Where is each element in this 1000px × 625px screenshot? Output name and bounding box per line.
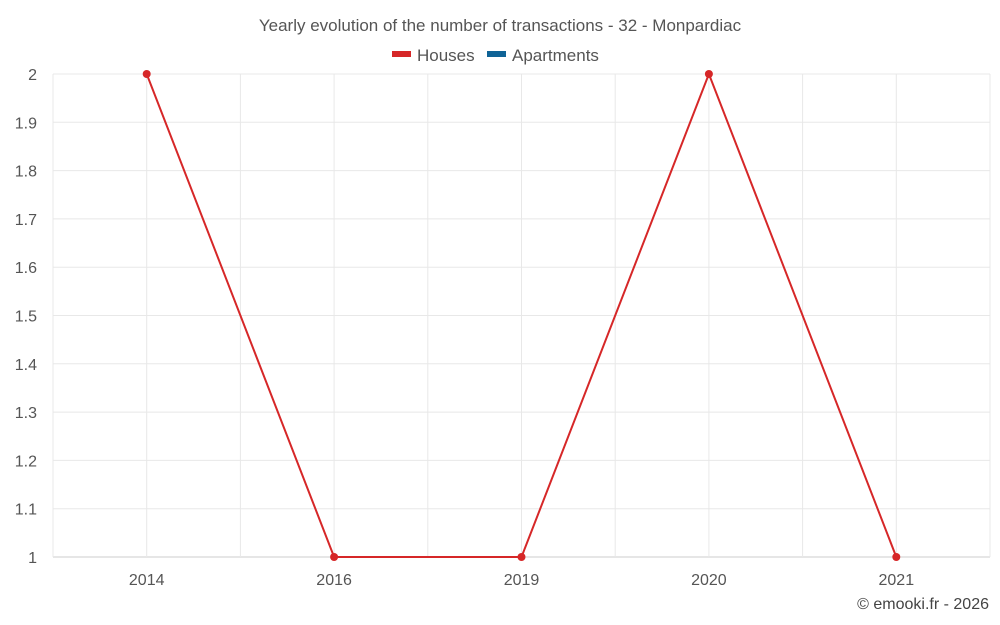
x-tick-label: 2014 xyxy=(129,572,165,589)
y-tick-label: 1.2 xyxy=(15,453,37,470)
y-axis-labels: 2 1.9 1.8 1.7 1.6 1.5 1.4 1.3 1.2 1.1 1 xyxy=(15,67,37,567)
y-tick-label: 1.1 xyxy=(15,502,37,519)
x-tick-label: 2016 xyxy=(316,572,352,589)
chart-title: Yearly evolution of the number of transa… xyxy=(259,16,742,35)
y-tick-label: 1.3 xyxy=(15,405,37,422)
legend-swatch-houses xyxy=(392,51,411,57)
data-point-houses-2016[interactable] xyxy=(330,553,339,561)
y-tick-label: 1.4 xyxy=(15,357,37,374)
y-tick-label: 1.7 xyxy=(15,212,37,229)
y-tick-label: 1 xyxy=(28,550,37,567)
x-axis-labels: 2014 2016 2019 2020 2021 xyxy=(129,572,914,589)
x-tick-label: 2019 xyxy=(504,572,540,589)
data-point-houses-2021[interactable] xyxy=(892,553,901,561)
y-tick-label: 2 xyxy=(28,67,37,84)
grid xyxy=(52,73,991,558)
series-houses xyxy=(142,70,901,561)
credit-text: © emooki.fr - 2026 xyxy=(857,596,989,613)
legend-label-apartments[interactable]: Apartments xyxy=(512,46,599,65)
legend: Houses Apartments xyxy=(392,46,599,65)
y-tick-label: 1.5 xyxy=(15,309,37,326)
y-tick-label: 1.8 xyxy=(15,164,37,181)
y-tick-label: 1.9 xyxy=(15,115,37,132)
y-tick-label: 1.6 xyxy=(15,260,37,277)
x-tick-label: 2021 xyxy=(879,572,915,589)
x-tick-label: 2020 xyxy=(691,572,727,589)
legend-label-houses[interactable]: Houses xyxy=(417,46,475,65)
data-point-houses-2019[interactable] xyxy=(517,553,526,561)
data-point-houses-2020[interactable] xyxy=(704,70,713,78)
data-point-houses-2014[interactable] xyxy=(142,70,151,78)
legend-swatch-apartments xyxy=(487,51,506,57)
